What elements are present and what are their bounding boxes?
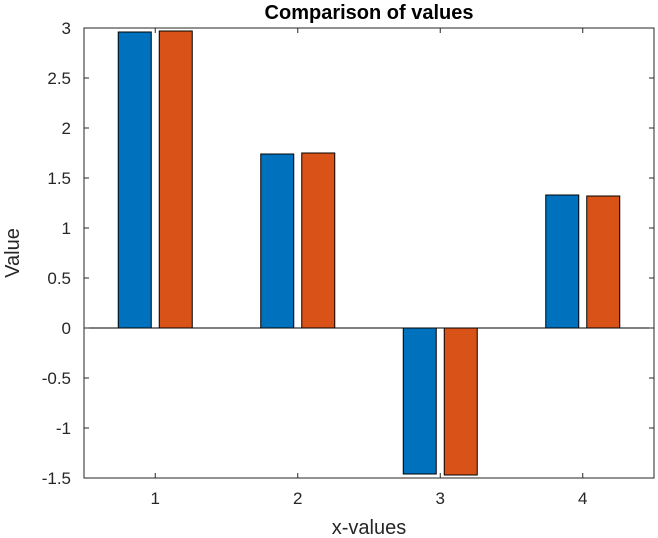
- y-tick-label: -0.5: [42, 369, 71, 388]
- bar-series1-x2: [260, 153, 295, 329]
- x-tick-label: 1: [151, 489, 160, 508]
- bars-layer: [117, 30, 621, 476]
- bar-series1-x3: [402, 327, 437, 475]
- y-tick-label: -1: [56, 419, 71, 438]
- bar-series2-x1: [158, 30, 193, 329]
- x-tick-label: 2: [293, 489, 302, 508]
- ticks-layer: -1.5 -1 -0.5 0 0.5 1 1.5 2 2.5 3 1 2 3 4: [42, 19, 654, 508]
- y-axis-label: Value: [2, 228, 24, 278]
- y-tick-label: 1.5: [47, 169, 71, 188]
- bar-series1-x4: [545, 194, 580, 329]
- chart-title: Comparison of values: [265, 2, 474, 24]
- bar-series1-x1: [117, 31, 152, 329]
- y-tick-label: -1.5: [42, 469, 71, 488]
- y-tick-label: 0: [62, 319, 71, 338]
- bar-series2-x2: [301, 152, 336, 329]
- y-tick-label: 1: [62, 219, 71, 238]
- y-tick-label: 3: [62, 19, 71, 38]
- y-tick-label: 0.5: [47, 269, 71, 288]
- x-tick-label: 3: [436, 489, 445, 508]
- x-tick-label: 4: [578, 489, 587, 508]
- y-tick-label: 2.5: [47, 69, 71, 88]
- y-tick-label: 2: [62, 119, 71, 138]
- bar-series2-x3: [443, 327, 478, 476]
- bar-series2-x4: [586, 195, 621, 329]
- x-axis-label: x-values: [332, 517, 406, 538]
